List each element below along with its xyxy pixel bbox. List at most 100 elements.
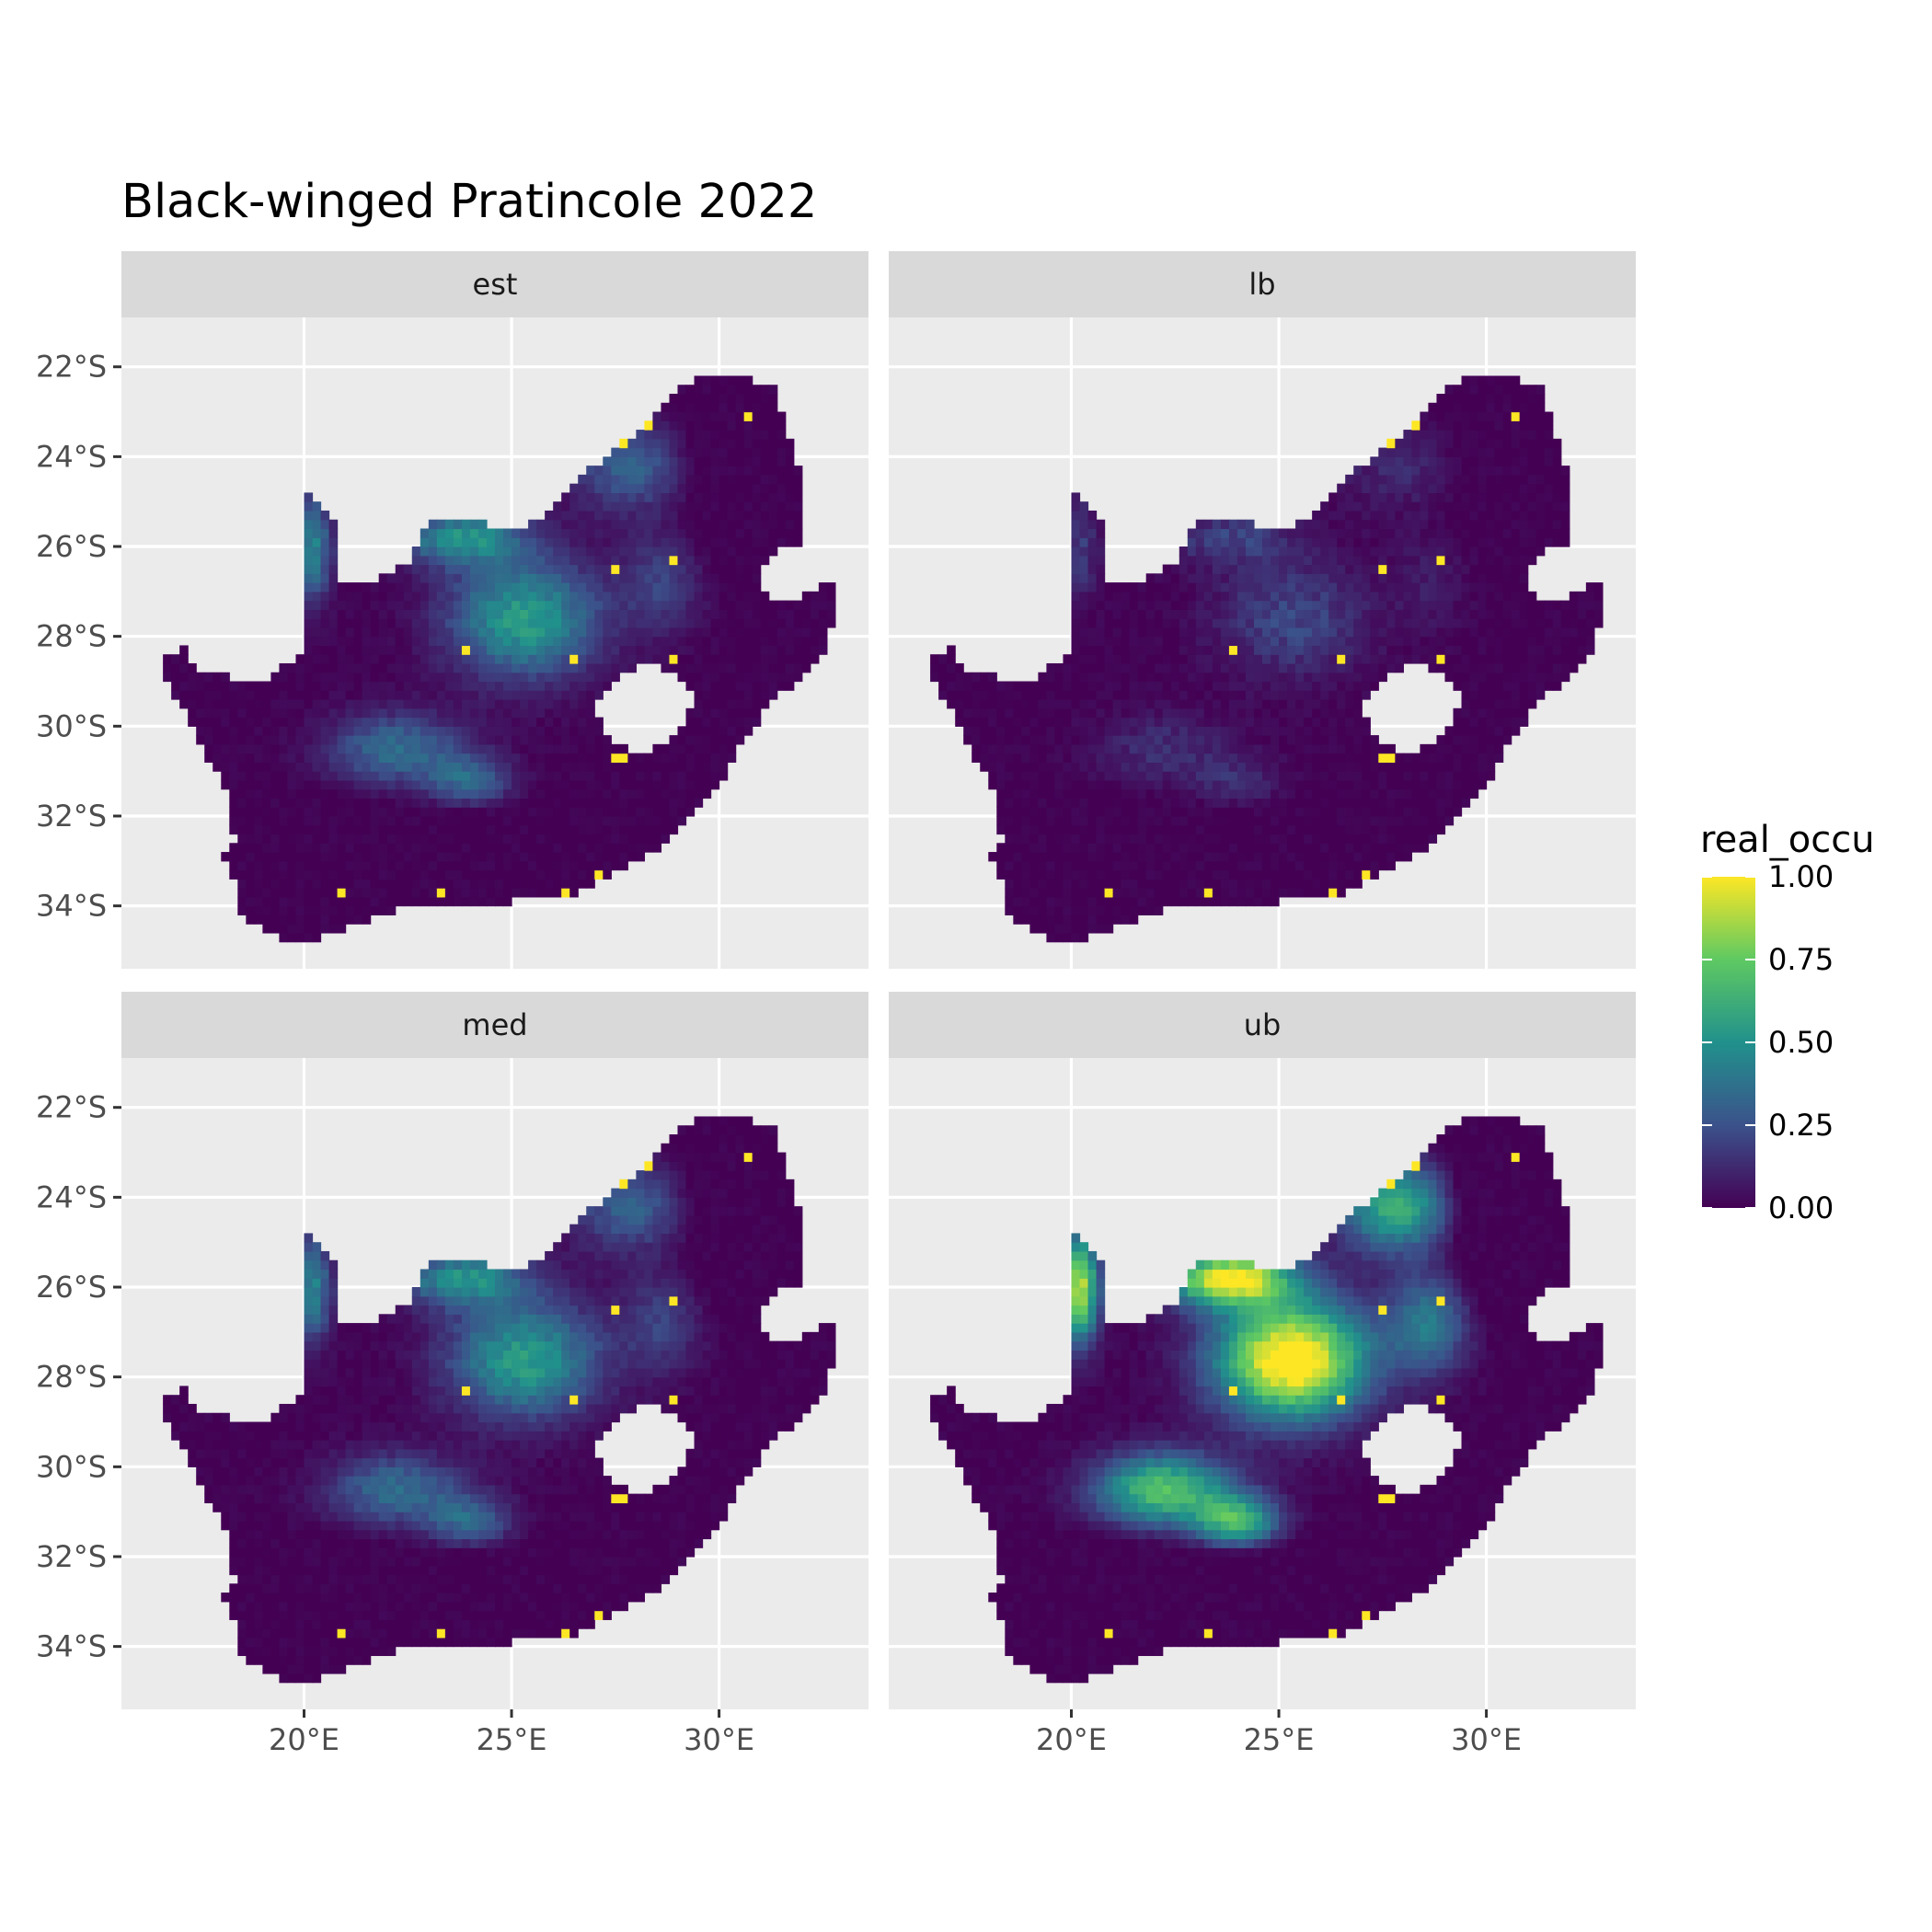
raster-cell bbox=[486, 707, 496, 719]
raster-cell bbox=[627, 852, 637, 862]
raster-cell bbox=[1320, 662, 1329, 673]
raster-cell bbox=[1228, 555, 1238, 566]
raster-cell bbox=[1337, 888, 1346, 898]
raster-cell bbox=[1353, 483, 1363, 494]
raster-cell bbox=[495, 896, 504, 907]
raster-cell bbox=[1236, 681, 1247, 691]
raster-cell bbox=[1005, 860, 1014, 871]
raster-cell bbox=[644, 753, 654, 763]
raster-cell bbox=[1304, 869, 1313, 880]
raster-cell bbox=[1137, 852, 1147, 862]
raster-cell bbox=[603, 609, 612, 619]
raster-cell bbox=[561, 707, 570, 719]
raster-cell bbox=[594, 662, 604, 673]
raster-cell bbox=[1071, 528, 1081, 538]
raster-cell bbox=[1054, 681, 1064, 691]
raster-cell bbox=[586, 834, 595, 844]
raster-cell bbox=[594, 510, 604, 521]
raster-cell bbox=[395, 582, 405, 592]
raster-cell bbox=[353, 788, 363, 799]
raster-cell bbox=[295, 834, 305, 844]
raster-cell bbox=[1096, 843, 1106, 853]
raster-cell bbox=[1154, 888, 1164, 898]
raster-cell bbox=[403, 654, 413, 664]
raster-cell bbox=[669, 501, 679, 512]
raster-cell bbox=[594, 627, 604, 638]
raster-cell bbox=[512, 645, 521, 655]
raster-cell bbox=[1245, 618, 1255, 628]
raster-cell bbox=[512, 654, 521, 664]
raster-cell bbox=[1304, 753, 1313, 763]
raster-cell bbox=[619, 600, 628, 610]
raster-cell bbox=[1345, 807, 1354, 817]
raster-cell bbox=[1096, 707, 1106, 719]
raster-cell bbox=[1212, 681, 1222, 691]
raster-cell bbox=[436, 869, 446, 880]
raster-cell bbox=[528, 743, 537, 754]
raster-cell bbox=[1137, 582, 1147, 592]
raster-cell bbox=[1087, 762, 1098, 772]
raster-cell bbox=[1112, 753, 1122, 763]
raster-cell bbox=[1212, 815, 1222, 826]
raster-cell bbox=[1129, 645, 1139, 655]
raster-cell bbox=[1245, 726, 1255, 736]
raster-cell bbox=[1370, 618, 1379, 628]
raster-cell bbox=[403, 699, 413, 709]
raster-cell bbox=[395, 860, 405, 871]
raster-cell bbox=[1029, 914, 1039, 925]
raster-cell bbox=[428, 852, 438, 862]
raster-cell bbox=[578, 591, 587, 602]
raster-cell bbox=[362, 771, 372, 781]
raster-cell bbox=[1220, 807, 1230, 817]
raster-cell bbox=[727, 430, 737, 440]
raster-cell bbox=[760, 466, 770, 476]
raster-cell bbox=[1087, 834, 1098, 844]
raster-cell bbox=[1386, 528, 1396, 538]
raster-cell bbox=[469, 869, 479, 880]
raster-cell bbox=[677, 510, 687, 521]
raster-cell bbox=[669, 753, 679, 763]
raster-cell bbox=[420, 888, 430, 898]
raster-cell bbox=[386, 672, 397, 683]
raster-cell bbox=[486, 627, 496, 638]
raster-cell bbox=[1304, 815, 1313, 826]
raster-cell bbox=[378, 888, 388, 898]
raster-cell bbox=[1087, 662, 1098, 673]
raster-cell bbox=[1320, 609, 1329, 619]
raster-cell bbox=[1054, 699, 1064, 709]
raster-cell bbox=[320, 555, 330, 566]
raster-cell bbox=[561, 627, 570, 638]
raster-cell bbox=[1087, 528, 1098, 538]
raster-cell bbox=[436, 672, 446, 683]
raster-cell bbox=[486, 699, 496, 709]
raster-cell bbox=[411, 753, 421, 763]
raster-cell bbox=[304, 555, 314, 566]
raster-cell bbox=[411, 824, 421, 835]
raster-cell bbox=[1096, 807, 1106, 817]
raster-cell bbox=[477, 888, 488, 898]
raster-cell bbox=[444, 546, 454, 557]
raster-cell bbox=[1236, 717, 1247, 727]
raster-cell bbox=[603, 546, 612, 557]
raster-cell bbox=[1179, 896, 1189, 907]
raster-cell bbox=[469, 888, 479, 898]
raster-cell bbox=[1395, 843, 1404, 853]
raster-cell bbox=[370, 690, 380, 700]
raster-cell bbox=[1328, 555, 1338, 566]
raster-cell bbox=[1395, 555, 1404, 566]
raster-cell bbox=[1162, 860, 1172, 871]
raster-cell bbox=[611, 743, 620, 754]
raster-cell bbox=[1411, 474, 1421, 485]
raster-cell bbox=[652, 546, 662, 557]
raster-cell bbox=[1079, 726, 1089, 736]
raster-cell bbox=[685, 779, 696, 790]
raster-cell bbox=[520, 707, 529, 719]
raster-cell bbox=[495, 672, 504, 683]
raster-cell bbox=[520, 717, 529, 727]
raster-cell bbox=[1228, 672, 1238, 683]
raster-cell bbox=[768, 447, 778, 457]
raster-cell bbox=[461, 672, 471, 683]
raster-cell bbox=[1320, 779, 1329, 790]
raster-cell bbox=[328, 743, 339, 754]
raster-cell bbox=[469, 860, 479, 871]
